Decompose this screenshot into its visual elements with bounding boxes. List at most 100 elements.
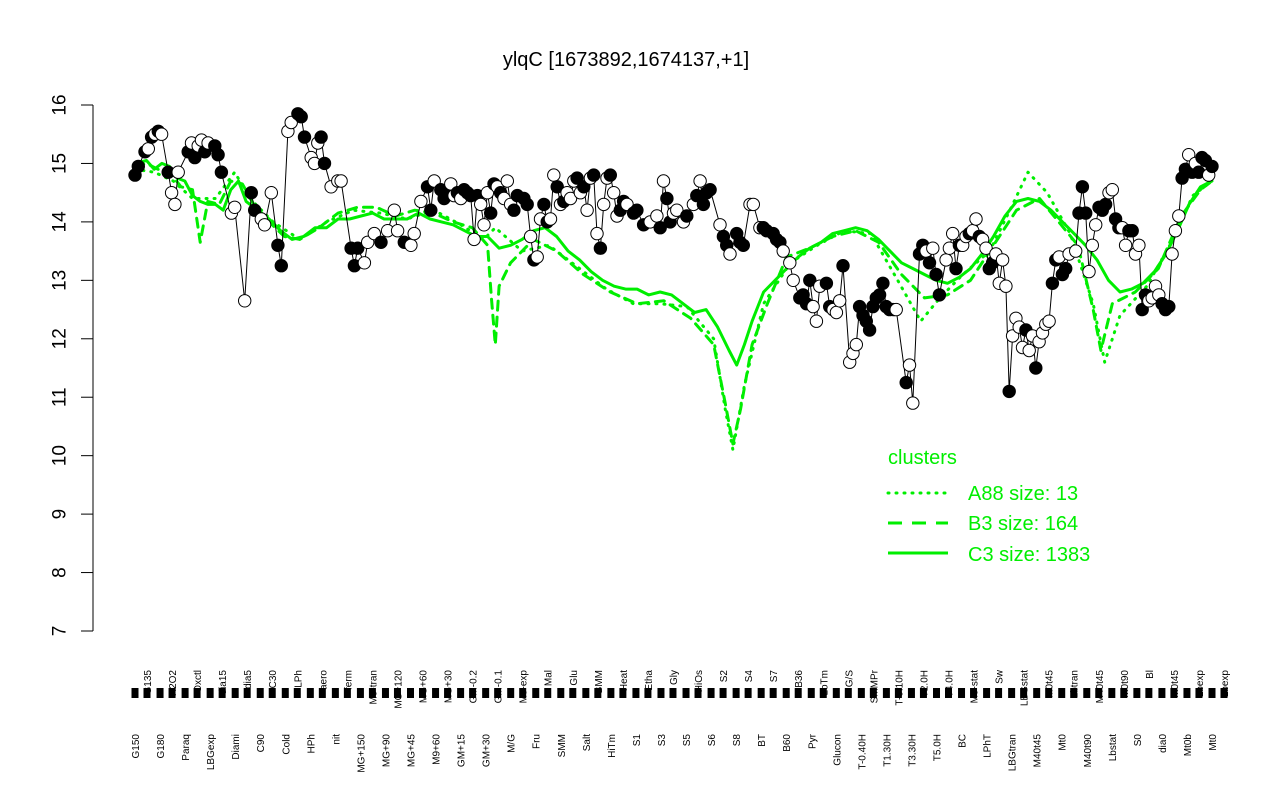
data-point (1022, 343, 1036, 358)
x-tick-label-bottom: G180 (156, 734, 167, 759)
data-point (500, 174, 514, 188)
x-tick-label-top: GM-0.2 (469, 670, 480, 704)
data-point (723, 247, 737, 261)
data-point (653, 221, 667, 235)
x-tick-label-top: LoTm (819, 670, 830, 696)
data-point (593, 241, 608, 255)
x-tick-label-top: BMM (594, 670, 605, 693)
x-tick-label-top: Glu (569, 670, 580, 686)
data-point (520, 197, 534, 212)
y-tick-label: 12 (50, 328, 71, 349)
x-tick-label-top: Mal (544, 670, 555, 686)
data-point (889, 302, 903, 317)
data-point (214, 165, 229, 179)
data-point (949, 261, 963, 276)
y-tick-label: 14 (50, 211, 71, 233)
x-tick-label-bottom: Mt0 (1208, 734, 1219, 751)
data-point (806, 299, 820, 314)
y-tick-label: 8 (50, 567, 71, 578)
data-point (414, 194, 428, 209)
x-tick-label-bottom: M9+60 (432, 734, 443, 765)
x-tick-label-top: aero (318, 670, 329, 690)
chart-title: ylqC [1673892,1674137,+1] (503, 49, 749, 71)
x-tick-label-top: M40t45 (1095, 670, 1106, 704)
y-tick-label: 15 (50, 153, 71, 174)
x-tick-label-top: M9-exp (519, 670, 530, 704)
legend-title: clusters (888, 447, 957, 469)
data-point (1059, 261, 1073, 276)
data-point (387, 203, 401, 217)
x-tick-label-bottom: SMM (557, 734, 568, 757)
data-point (1118, 238, 1133, 253)
x-tick-label-top: Oxctl (193, 670, 204, 693)
data-point (1132, 238, 1146, 253)
x-tick-label-bottom: C90 (256, 734, 267, 753)
x-tick-label-bottom: LPhT (983, 734, 994, 758)
x-tick-label-top: ferm (343, 670, 354, 690)
x-tick-label-top: Heat (619, 670, 630, 691)
data-point (1042, 314, 1056, 328)
data-point (899, 375, 913, 390)
data-point (862, 323, 877, 337)
data-point (1172, 209, 1186, 223)
data-point (603, 168, 617, 182)
data-point (550, 180, 564, 194)
data-point (168, 197, 182, 212)
data-point (1162, 299, 1176, 314)
data-point (334, 174, 348, 188)
x-tick-label-top: Bl (1145, 670, 1156, 679)
data-point (999, 279, 1013, 293)
data-point (929, 267, 943, 282)
data-point (1002, 384, 1016, 399)
x-tick-label-top: MG+30 (444, 670, 455, 704)
x-tick-label-bottom: nit (331, 734, 342, 745)
y-tick-label: 11 (50, 387, 71, 407)
x-tick-label-top: T-0.10H (894, 670, 905, 706)
data-point (902, 358, 917, 372)
legend: clusters A88 size: 13 B3 size: 164 C3 si… (886, 447, 1090, 566)
data-point (1125, 224, 1139, 238)
x-tick-label-bottom: Salt (582, 734, 593, 751)
data-point (530, 250, 544, 264)
data-point (1098, 197, 1113, 212)
data-point (819, 276, 834, 290)
data-point (946, 226, 960, 241)
x-tick-label-top: M9-tran (368, 670, 379, 704)
x-tick-label-top: M9-stat (970, 670, 981, 704)
data-point (969, 212, 983, 226)
data-point (979, 241, 993, 255)
data-point (477, 218, 491, 232)
x-tick-label-bottom: LBGtran (1008, 734, 1019, 771)
x-tick-label-bottom: HPh (306, 734, 317, 753)
x-tick-label-bottom: S3 (657, 734, 668, 747)
x-tick-label-bottom: Glucon (832, 734, 843, 766)
data-point (271, 238, 285, 253)
x-tick-label-bottom: M40t90 (1083, 734, 1094, 768)
data-point (696, 197, 711, 212)
x-tick-label-top: Sw (995, 669, 1006, 684)
data-point (351, 241, 365, 255)
data-point (390, 224, 405, 238)
data-point (995, 253, 1010, 267)
data-point (786, 273, 800, 287)
data-point (1082, 264, 1096, 279)
data-point (803, 273, 817, 287)
x-tick-label-top: T4.0H (944, 670, 955, 697)
x-tick-label-top: G135 (143, 670, 154, 695)
x-tick-label-bottom: Fru (532, 734, 543, 749)
x-tick-label-bottom: BC (958, 734, 969, 748)
data-point (630, 203, 644, 217)
x-tick-label-top: S7 (769, 670, 780, 683)
data-point (746, 197, 760, 212)
x-tick-label-bottom: GM+30 (482, 734, 493, 768)
data-point (939, 253, 953, 267)
data-point (357, 256, 372, 270)
x-tick-label-top: M0t45 (1045, 670, 1056, 698)
data-point (1165, 247, 1179, 261)
data-point (507, 203, 521, 217)
x-tick-label-bottom: T3.30H (907, 734, 918, 767)
data-point (314, 130, 328, 144)
x-tick-label-bottom: G150 (131, 734, 142, 759)
x-tick-label-top: SMMPr (869, 669, 880, 703)
